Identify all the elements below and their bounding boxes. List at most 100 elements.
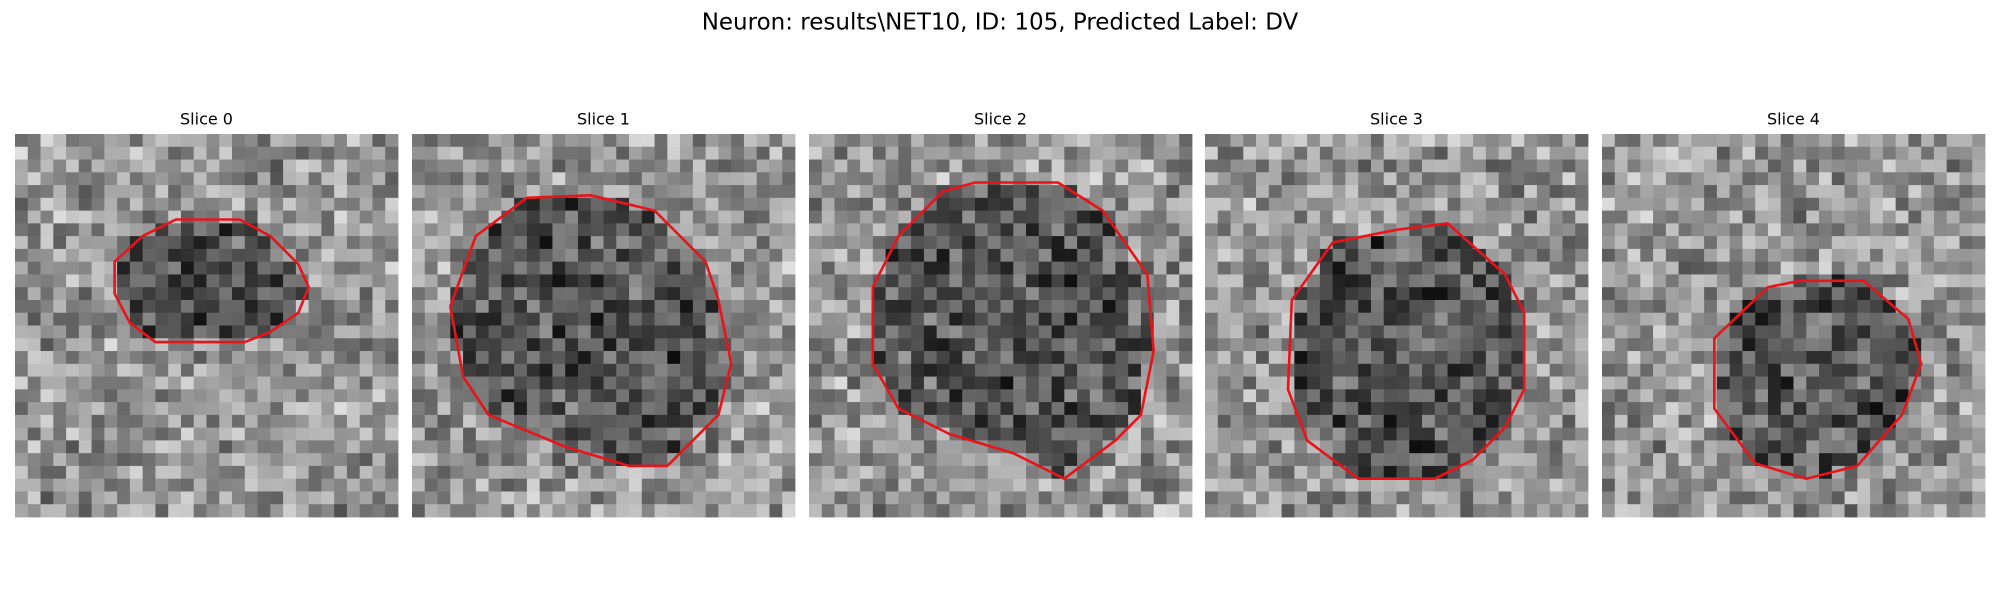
pixel [1396,172,1410,186]
pixel [1434,351,1448,365]
pixel [1205,389,1219,403]
pixel [1729,159,1743,173]
pixel [1575,363,1589,377]
pixel [667,478,681,492]
pixel [1742,248,1756,263]
pixel [539,440,553,454]
pixel [424,274,438,288]
pixel [91,312,105,326]
pixel [27,491,41,505]
pixel [1383,261,1397,275]
pixel [1230,414,1244,429]
pixel [206,236,220,250]
pixel [66,210,80,224]
pixel [1077,402,1091,416]
pixel [321,159,335,173]
pixel [923,478,938,492]
pixel [1755,197,1769,211]
pixel [40,363,54,377]
pixel [359,146,373,160]
pixel [1345,287,1359,301]
pixel [629,274,643,288]
pixel [412,210,426,224]
pixel [1026,389,1040,403]
pixel [1575,414,1589,429]
pixel [1064,414,1078,429]
pixel [1575,453,1589,467]
pixel [949,172,963,186]
pixel [1627,274,1641,288]
pixel [463,465,477,480]
pixel [1806,453,1820,467]
pixel [616,172,630,186]
pixel [949,159,963,173]
pixel [1691,248,1705,263]
pixel [1013,210,1027,224]
slice-image [1205,134,1589,518]
pixel [1602,312,1616,326]
pixel [1806,236,1820,250]
pixel [1434,312,1448,326]
pixel [1806,159,1820,173]
pixel [1089,427,1104,441]
pixel [412,185,426,199]
pixel [475,159,489,173]
pixel [1780,414,1794,429]
pixel [475,274,489,288]
pixel [308,261,322,275]
pixel [1332,478,1346,492]
pixel [705,185,719,199]
pixel [590,338,604,352]
pixel [346,376,361,390]
pixel [1307,453,1321,467]
pixel [1038,465,1052,480]
pixel [1370,172,1385,186]
pixel [1806,248,1820,263]
pixel [334,159,348,173]
pixel [1102,172,1116,186]
pixel [1089,414,1104,429]
pixel [346,440,361,454]
pixel [1793,299,1807,314]
pixel [1115,248,1129,263]
pixel [1755,427,1769,441]
pixel [962,274,976,288]
pixel [450,440,464,454]
pixel [1013,453,1027,467]
pixel [769,491,783,505]
pixel [616,351,630,365]
pixel [1026,440,1040,454]
pixel [180,402,195,416]
pixel [667,261,681,275]
pixel [987,414,1001,429]
pixel [809,427,823,441]
pixel [1319,504,1334,518]
pixel [219,440,233,454]
pixel [66,299,80,314]
pixel [1000,197,1014,211]
pixel [385,223,399,237]
pixel [885,159,899,173]
pixel [1870,478,1884,492]
pixel [1409,338,1423,352]
pixel [718,491,732,505]
pixel [1358,236,1372,250]
pixel [501,172,515,186]
pixel [308,159,322,173]
pixel [1089,363,1104,377]
pixel [1409,402,1423,416]
pixel [1307,287,1321,301]
pixel [860,440,874,454]
pixel [206,312,220,326]
pixel [1653,351,1667,365]
pixel [1678,478,1692,492]
pixel [1933,363,1948,377]
pixel [270,146,284,160]
pixel [1678,402,1692,416]
pixel [526,338,541,352]
pixel [1511,491,1525,505]
pixel [1396,287,1410,301]
pixel [1485,363,1500,377]
pixel [1767,159,1782,173]
pixel [359,376,373,390]
